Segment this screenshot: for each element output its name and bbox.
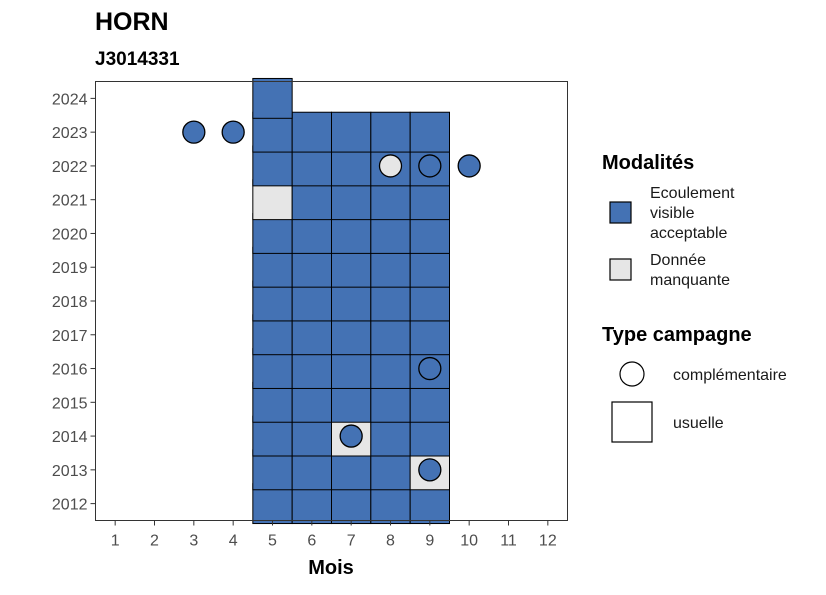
x-tick-label-9: 9 xyxy=(425,533,434,550)
y-tick-label-2022: 2022 xyxy=(52,159,88,176)
point-2023-3 xyxy=(182,120,206,144)
tile-2019-7 xyxy=(331,246,372,288)
tile-2023-6 xyxy=(291,111,333,153)
tile-2021-9 xyxy=(409,179,451,221)
legend-key-modalite-0 xyxy=(609,201,632,224)
tile-2015-6 xyxy=(291,381,333,423)
tile-2022-6 xyxy=(291,145,333,187)
y-tick-label-2019: 2019 xyxy=(52,260,88,277)
tiles-layer xyxy=(252,77,451,525)
tile-2019-6 xyxy=(291,246,333,288)
tile-2013-8 xyxy=(370,449,411,491)
y-tick-label-2013: 2013 xyxy=(52,463,88,480)
x-axis: 1 2 3 4 5 6 7 8 9 10 11 12 xyxy=(111,520,557,550)
y-tick-label-2023: 2023 xyxy=(52,125,88,142)
x-tick-label-3: 3 xyxy=(189,533,198,550)
tile-2023-9 xyxy=(409,111,451,153)
legend-key-type-1 xyxy=(611,401,653,443)
x-tick-label-11: 11 xyxy=(500,533,517,550)
tile-2023-8 xyxy=(370,111,411,153)
tile-2019-8 xyxy=(370,246,411,288)
points-layer xyxy=(182,120,481,482)
tile-2021-6 xyxy=(291,179,333,221)
tile-2012-5 xyxy=(252,483,293,525)
legend-key-modalite-1 xyxy=(609,258,632,281)
legend-label-modalite-1-line-1: manquante xyxy=(650,272,730,289)
tile-2018-7 xyxy=(331,280,372,322)
legend-label-modalite-0-line-2: acceptable xyxy=(650,225,727,242)
legend-label-modalite-0-line-0: Ecoulement xyxy=(650,185,735,202)
tile-2022-7 xyxy=(331,145,372,187)
x-tick-label-12: 12 xyxy=(539,533,557,550)
tile-2016-6 xyxy=(291,348,333,389)
x-tick-label-6: 6 xyxy=(307,533,316,550)
x-tick-label-1: 1 xyxy=(111,533,120,550)
tile-2024-5 xyxy=(252,77,293,119)
tile-2013-7 xyxy=(331,449,372,491)
tile-2017-5 xyxy=(252,314,293,356)
x-tick-label-8: 8 xyxy=(386,533,395,550)
point-2022-9 xyxy=(418,154,442,178)
y-axis: 2012 2013 2014 2015 2016 2017 2018 2019 2020 2021… xyxy=(52,91,96,514)
y-tick-label-2016: 2016 xyxy=(52,362,88,379)
point-2022-10 xyxy=(457,154,481,178)
point-2014-7 xyxy=(339,424,363,448)
legend-label-type-0: complémentaire xyxy=(673,367,787,384)
tile-2015-5 xyxy=(252,381,293,423)
x-tick-label-2: 2 xyxy=(150,533,159,550)
tile-2021-5 xyxy=(252,179,293,221)
legend-title-type: Type campagne xyxy=(602,324,752,346)
tile-2020-7 xyxy=(331,213,372,254)
y-tick-label-2014: 2014 xyxy=(52,429,88,446)
y-tick-label-2024: 2024 xyxy=(52,91,88,108)
tile-2014-6 xyxy=(291,415,333,457)
y-tick-label-2021: 2021 xyxy=(52,193,88,210)
tile-2012-7 xyxy=(331,483,372,525)
x-tick-label-4: 4 xyxy=(229,533,238,550)
tile-2014-5 xyxy=(252,415,293,457)
legend-label-modalite-0-line-1: visible xyxy=(650,205,695,222)
tile-2015-7 xyxy=(331,381,372,423)
x-axis-title: Mois xyxy=(308,557,354,579)
legend-types: complémentaire usuelle xyxy=(611,361,787,443)
x-tick-label-5: 5 xyxy=(268,533,277,550)
legend-key-type-0 xyxy=(619,361,645,387)
tile-2023-7 xyxy=(331,111,372,153)
y-tick-label-2017: 2017 xyxy=(52,328,88,345)
legend: Modalités Ecoulement visible acceptable Don… xyxy=(602,152,787,443)
point-2013-9 xyxy=(418,458,442,482)
tile-2019-9 xyxy=(409,246,451,288)
y-tick-label-2012: 2012 xyxy=(52,497,88,514)
y-tick-label-2015: 2015 xyxy=(52,395,88,412)
point-2022-8 xyxy=(378,154,403,178)
tile-2018-5 xyxy=(252,280,293,322)
legend-label-modalite-1-line-0: Donnée xyxy=(650,252,706,269)
x-tick-label-10: 10 xyxy=(460,533,478,550)
tile-2015-9 xyxy=(409,381,451,423)
tile-2023-5 xyxy=(252,111,293,153)
legend-title-modalites: Modalités xyxy=(602,152,694,174)
tile-2015-8 xyxy=(370,381,411,423)
y-tick-label-2020: 2020 xyxy=(52,226,88,243)
tile-2013-5 xyxy=(252,449,293,491)
point-2016-9 xyxy=(418,356,442,381)
legend-label-type-1: usuelle xyxy=(673,415,724,432)
tile-2014-9 xyxy=(409,415,451,457)
point-2023-4 xyxy=(221,120,245,144)
x-tick-label-7: 7 xyxy=(347,533,356,550)
tile-2020-8 xyxy=(370,213,411,254)
y-tick-label-2018: 2018 xyxy=(52,294,88,311)
tile-2018-9 xyxy=(409,280,451,322)
chart-title: HORN xyxy=(95,8,169,36)
tile-2016-8 xyxy=(370,348,411,389)
chart-subtitle: J3014331 xyxy=(95,49,180,70)
tile-2017-8 xyxy=(370,314,411,356)
legend-modalites: Ecoulement visible acceptable Donnée manquan… xyxy=(609,185,735,289)
tile-2021-7 xyxy=(331,179,372,221)
